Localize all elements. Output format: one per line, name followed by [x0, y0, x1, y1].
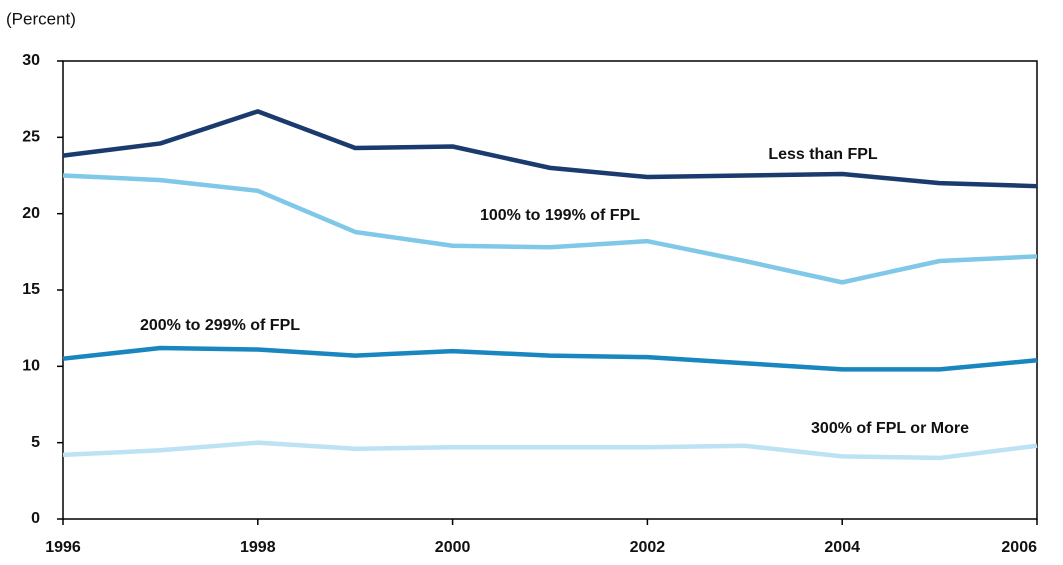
x-tick-label: 2000 — [435, 539, 471, 556]
y-tick-label: 5 — [31, 434, 40, 451]
x-tick-label: 1996 — [45, 539, 81, 556]
series-label: 100% to 199% of FPL — [480, 207, 640, 224]
y-tick-label: 0 — [31, 510, 40, 527]
x-tick-label: 2006 — [1001, 539, 1037, 556]
series-line — [62, 440, 1038, 461]
series-label: 300% of FPL or More — [811, 420, 969, 437]
series-line — [62, 173, 1038, 285]
y-tick-label: 30 — [22, 52, 40, 69]
y-tick-label: 10 — [22, 358, 40, 375]
x-tick-label: 2002 — [630, 539, 666, 556]
series-label: Less than FPL — [768, 146, 878, 163]
y-tick-label: 20 — [22, 205, 40, 222]
y-axis-label: (Percent) — [6, 9, 76, 28]
series-line — [62, 109, 1038, 189]
series-label: 200% to 299% of FPL — [140, 317, 300, 334]
x-tick-label: 2004 — [824, 539, 860, 556]
y-tick-label: 25 — [22, 129, 40, 146]
series-line — [62, 345, 1038, 372]
y-tick-label: 15 — [22, 281, 40, 298]
x-tick-label: 1998 — [240, 539, 276, 556]
